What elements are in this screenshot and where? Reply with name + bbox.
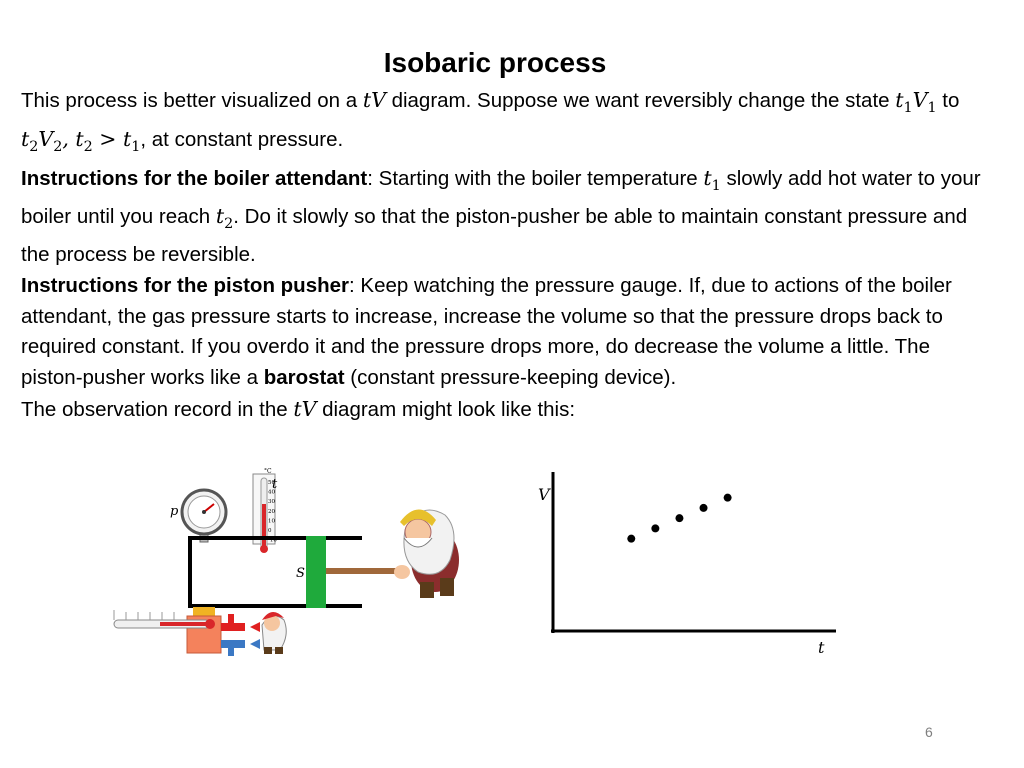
piston — [306, 536, 326, 608]
slide-title: Isobaric process — [383, 47, 607, 78]
boiler — [186, 607, 222, 654]
data-point — [723, 493, 732, 502]
data-point — [651, 524, 660, 533]
data-point — [627, 534, 636, 543]
thermometer-tick-label: 10 — [268, 518, 275, 524]
boiler-attendant-figure — [261, 611, 287, 654]
thermometer-tick-label: 50 — [268, 480, 275, 486]
paragraph-boiler-attendant: Instructions for the boiler attendant: S… — [21, 165, 981, 267]
paragraph-intro: This process is better visualized on a t… — [21, 88, 960, 155]
slide-body: This process is better visualized on a t… — [21, 85, 991, 425]
boiler-top — [193, 607, 215, 617]
thermometer-ticks: 50 40 30 20 10 0 -10 — [268, 480, 277, 544]
data-point — [675, 514, 684, 523]
data-point — [699, 503, 708, 512]
boiler-thermometer — [113, 610, 215, 629]
apparatus-illustration: p °C 50 40 30 20 10 0 -10 t S — [113, 468, 459, 656]
cold-water-tap — [221, 639, 260, 656]
piston-label: S — [296, 566, 305, 581]
cylinder — [188, 536, 362, 608]
y-axis-label: V — [538, 485, 551, 504]
hot-water-tap — [221, 614, 260, 632]
gauge-label: p — [170, 504, 179, 519]
data-points — [627, 493, 732, 543]
piston-pusher-figure — [394, 509, 459, 598]
thermometer — [252, 473, 276, 553]
paragraph-observation: The observation record in the tV diagram… — [21, 396, 576, 421]
thermometer-tick-label: 20 — [268, 509, 275, 515]
paragraph-piston-pusher: Instructions for the piston pusher: Keep… — [21, 273, 952, 389]
thermometer-label: t — [272, 477, 278, 492]
thermometer-unit: °C — [264, 468, 272, 475]
thermometer-tick-label: 0 — [268, 528, 272, 534]
thermometer-tick-label: 40 — [268, 490, 275, 496]
page-number: 6 — [925, 724, 933, 740]
x-axis-label: t — [818, 638, 825, 657]
thermometer-tick-label: -10 — [268, 538, 277, 544]
pressure-gauge — [180, 488, 228, 543]
thermometer-tick-label: 30 — [268, 499, 275, 505]
piston-rod — [326, 568, 400, 574]
tv-diagram: V t — [538, 472, 836, 657]
